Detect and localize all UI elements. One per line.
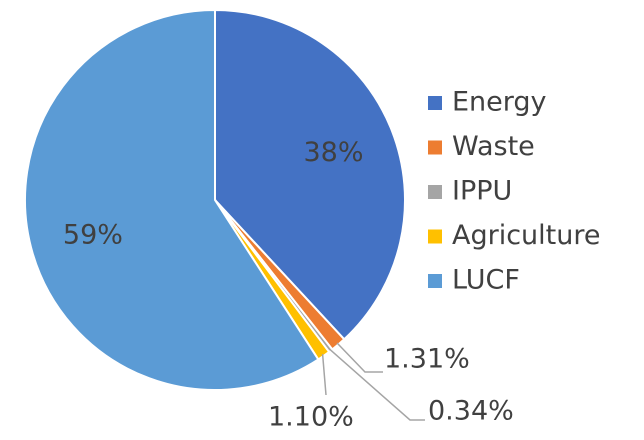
legend-swatch: [428, 96, 442, 110]
data-label: 59%: [63, 220, 123, 251]
leader-line: [336, 342, 383, 373]
data-label: 1.31%: [384, 344, 470, 375]
legend-swatch: [428, 140, 442, 155]
legend-swatch: [428, 185, 442, 199]
pie-slice: [24, 8, 320, 391]
legend-label: Waste: [452, 131, 535, 162]
leader-line: [328, 348, 425, 421]
data-label: 0.34%: [428, 396, 514, 427]
leader-line: [321, 354, 327, 396]
legend-label: LUCF: [452, 265, 520, 296]
legend-swatch: [428, 229, 442, 244]
data-label: 1.10%: [268, 402, 354, 433]
data-label: 38%: [303, 137, 363, 168]
legend-swatch: [428, 274, 442, 288]
legend-label: Energy: [452, 87, 547, 118]
pie-slice: [214, 8, 406, 341]
legend-label: IPPU: [452, 176, 512, 207]
legend-label: Agriculture: [452, 220, 601, 251]
